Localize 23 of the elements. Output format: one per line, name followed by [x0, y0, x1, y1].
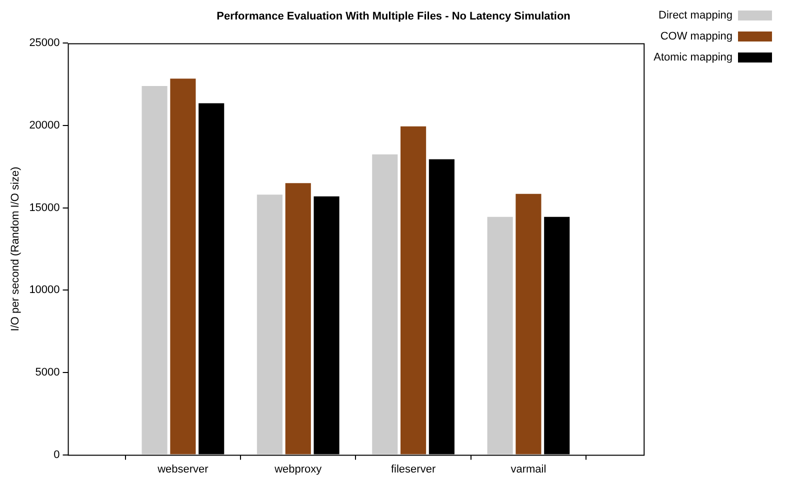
y-tick-label: 5000 — [35, 366, 60, 379]
y-tick-label: 25000 — [29, 37, 60, 50]
bar — [516, 194, 542, 454]
x-tick-label: varmail — [510, 463, 546, 476]
legend-label: Atomic mapping — [654, 52, 732, 64]
bar — [400, 126, 426, 454]
y-tick-label: 10000 — [29, 284, 60, 296]
y-tick-label: 0 — [54, 448, 60, 461]
x-tick-label: webproxy — [274, 463, 322, 476]
bar — [285, 183, 311, 454]
x-tick-label: webserver — [156, 463, 209, 476]
bar — [170, 78, 196, 454]
y-tick-label: 20000 — [29, 120, 60, 132]
y-axis-title: I/O per second (Random I/O size) — [10, 166, 22, 332]
legend-label: COW mapping — [660, 30, 732, 43]
x-tick-label: fileserver — [390, 463, 436, 476]
bar — [142, 86, 168, 454]
y-tick-label: 15000 — [29, 202, 60, 214]
legend-label: Direct mapping — [658, 10, 732, 22]
bar — [372, 154, 398, 454]
bar — [487, 216, 513, 454]
bar — [256, 194, 282, 454]
chart-title: Performance Evaluation With Multiple Files - No Latency Simulation — [216, 10, 571, 23]
